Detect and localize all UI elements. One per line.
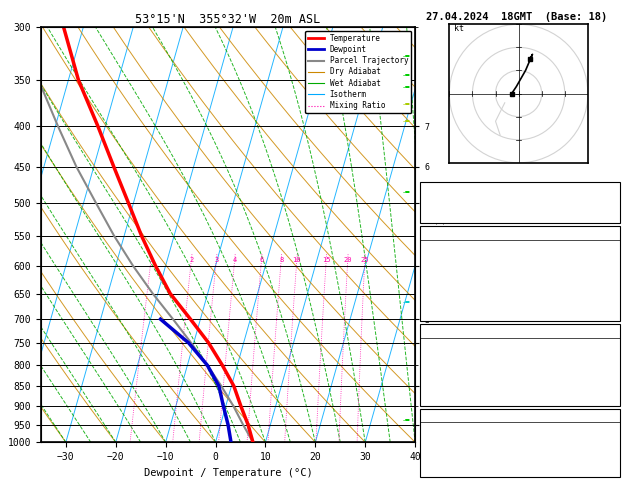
Text: -▬: -▬ xyxy=(402,101,411,107)
Text: StmDir: StmDir xyxy=(423,452,454,461)
Y-axis label: km
ASL: km ASL xyxy=(451,235,469,256)
Text: Totals Totals: Totals Totals xyxy=(423,198,488,207)
Text: 48: 48 xyxy=(608,198,618,207)
Text: Lifted Index: Lifted Index xyxy=(423,367,483,376)
Text: -▬: -▬ xyxy=(402,72,411,78)
Text: 8: 8 xyxy=(279,257,283,263)
Text: StmSpd (kt): StmSpd (kt) xyxy=(423,466,478,474)
Text: 14: 14 xyxy=(608,296,618,305)
Text: Surface: Surface xyxy=(503,228,538,237)
Text: 1004: 1004 xyxy=(598,340,618,349)
Text: 293: 293 xyxy=(603,354,618,363)
Text: Hodograph: Hodograph xyxy=(498,411,543,420)
Text: 23: 23 xyxy=(608,425,618,434)
Text: -▬: -▬ xyxy=(402,84,411,90)
Text: 4: 4 xyxy=(233,257,237,263)
Text: 15: 15 xyxy=(322,257,330,263)
Text: 1: 1 xyxy=(149,257,153,263)
Text: 27.04.2024  18GMT  (Base: 18): 27.04.2024 18GMT (Base: 18) xyxy=(426,12,608,22)
Text: 0: 0 xyxy=(613,395,618,403)
Text: -▬: -▬ xyxy=(402,417,411,423)
Text: SREH: SREH xyxy=(423,438,443,447)
Text: Temp (°C): Temp (°C) xyxy=(423,242,469,251)
Text: -▬: -▬ xyxy=(402,189,411,195)
Text: 5: 5 xyxy=(613,283,618,292)
Legend: Temperature, Dewpoint, Parcel Trajectory, Dry Adiabat, Wet Adiabat, Isotherm, Mi: Temperature, Dewpoint, Parcel Trajectory… xyxy=(305,31,411,113)
Text: 293: 293 xyxy=(603,269,618,278)
Text: EH: EH xyxy=(423,425,433,434)
Title: 53°15'N  355°32'W  20m ASL: 53°15'N 355°32'W 20m ASL xyxy=(135,13,321,26)
Text: PW (cm): PW (cm) xyxy=(423,212,459,221)
Text: -▬: -▬ xyxy=(402,52,411,58)
Text: 2: 2 xyxy=(189,257,194,263)
Text: Mixing Ratio (g/kg): Mixing Ratio (g/kg) xyxy=(437,220,446,315)
Text: Lifted Index: Lifted Index xyxy=(423,283,483,292)
Text: CAPE (J): CAPE (J) xyxy=(423,381,464,390)
Text: -▬: -▬ xyxy=(402,119,411,124)
Text: 15: 15 xyxy=(608,438,618,447)
Text: 204°: 204° xyxy=(598,452,618,461)
Text: 14: 14 xyxy=(608,381,618,390)
Text: 5: 5 xyxy=(613,367,618,376)
Text: 25: 25 xyxy=(360,257,369,263)
Text: CIN (J): CIN (J) xyxy=(423,395,459,403)
Text: © weatheronline.co.uk: © weatheronline.co.uk xyxy=(468,471,572,480)
Text: 0: 0 xyxy=(613,310,618,319)
Text: 6: 6 xyxy=(259,257,264,263)
Text: 17: 17 xyxy=(608,185,618,193)
Y-axis label: hPa: hPa xyxy=(0,225,2,244)
Text: 10: 10 xyxy=(292,257,301,263)
Text: 20: 20 xyxy=(343,257,352,263)
Text: θₑ(K): θₑ(K) xyxy=(423,269,448,278)
Text: 5: 5 xyxy=(613,466,618,474)
Text: kt: kt xyxy=(454,24,464,33)
Text: Most Unstable: Most Unstable xyxy=(487,327,553,335)
Text: 3: 3 xyxy=(214,257,218,263)
Text: 3.1: 3.1 xyxy=(603,256,618,264)
Text: Dewp (°C): Dewp (°C) xyxy=(423,256,469,264)
Text: CIN (J): CIN (J) xyxy=(423,310,459,319)
Text: 1.23: 1.23 xyxy=(598,212,618,221)
Text: θₑ (K): θₑ (K) xyxy=(423,354,454,363)
X-axis label: Dewpoint / Temperature (°C): Dewpoint / Temperature (°C) xyxy=(143,468,313,478)
Text: Pressure (mb): Pressure (mb) xyxy=(423,340,488,349)
Text: -▬: -▬ xyxy=(402,299,411,305)
Text: 7.5: 7.5 xyxy=(603,242,618,251)
Text: K: K xyxy=(423,185,428,193)
Text: CAPE (J): CAPE (J) xyxy=(423,296,464,305)
